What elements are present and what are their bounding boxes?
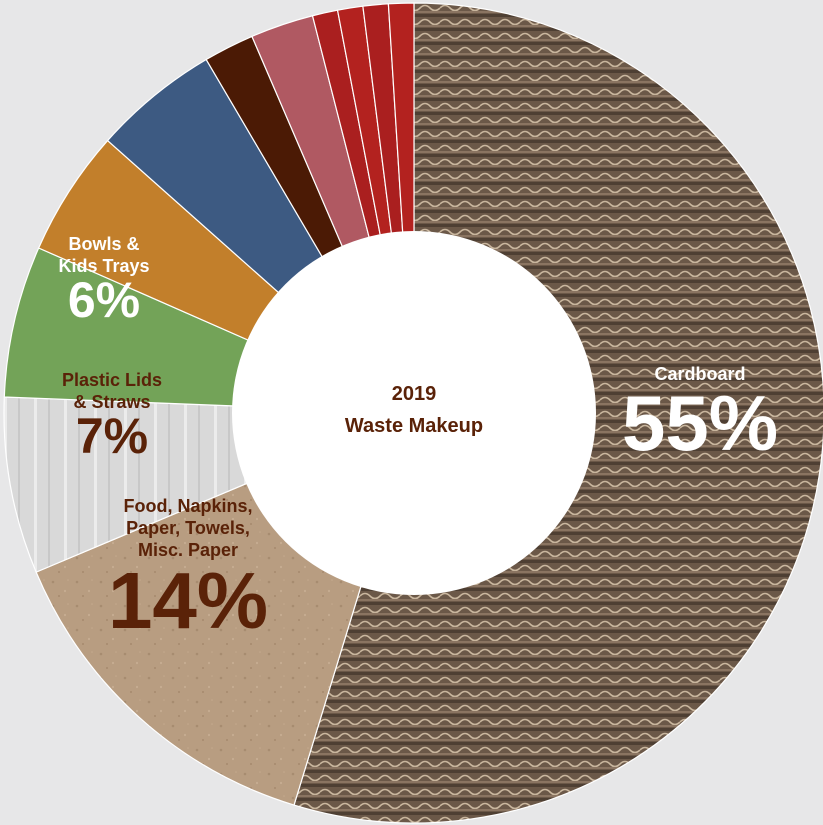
pie-center-hole — [232, 231, 596, 595]
slice-percent-label: 55% — [622, 379, 778, 467]
slice-label: Kids Trays — [58, 256, 149, 276]
slice-label: & Straws — [73, 392, 150, 412]
slice-label: Cardboard — [654, 364, 745, 384]
slice-label: Paper, Towels, — [126, 518, 250, 538]
chart-title: 2019 — [392, 383, 437, 405]
slice-percent-label: 6% — [68, 272, 140, 328]
slice-label: Plastic Lids — [62, 370, 162, 390]
slice-percent-label: 7% — [76, 408, 148, 464]
slice-label: Food, Napkins, — [123, 496, 252, 516]
chart-subtitle: Waste Makeup — [345, 415, 483, 437]
slice-label: Misc. Paper — [138, 540, 238, 560]
slice-label: Bowls & — [68, 234, 139, 254]
slice-percent-label: 14% — [108, 556, 268, 645]
